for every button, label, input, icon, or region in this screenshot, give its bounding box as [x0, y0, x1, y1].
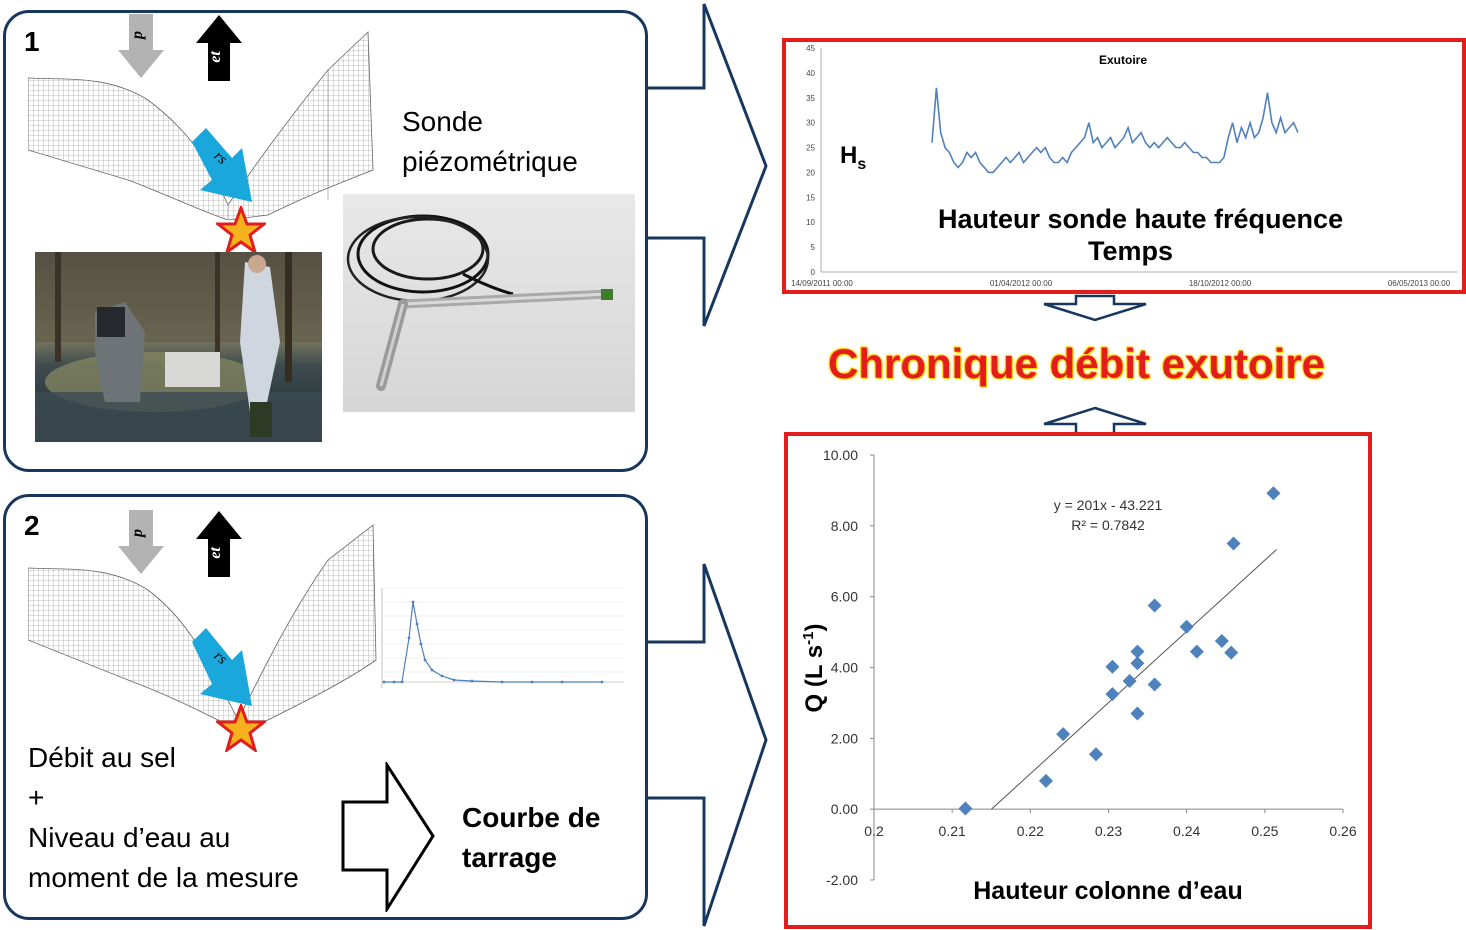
ts-x-tick-label: 18/10/2012 00:00	[1189, 279, 1252, 288]
sc-x-tick-label: 0.24	[1173, 823, 1200, 839]
ts-x-tick-label: 06/05/2013 00:00	[1388, 279, 1451, 288]
outlet-star-2	[216, 704, 266, 752]
runoff-arrow-1	[192, 128, 252, 202]
probe-label-line1: Sonde	[402, 106, 483, 137]
arrow-p-label-2: p	[129, 529, 146, 537]
sc-y-tick-label: 8.00	[831, 518, 858, 534]
ts-y-tick-label: 10	[806, 218, 815, 227]
panel2-text-line4: moment de la mesure	[28, 862, 299, 893]
center-title: Chronique débit exutoire	[828, 340, 1326, 387]
arrow-panel2-to-chart	[648, 563, 768, 927]
sc-x-tick-label: 0.26	[1329, 823, 1356, 839]
sc-point	[1226, 536, 1241, 551]
sc-y-tick-label: 4.00	[831, 660, 858, 676]
panel2-text-line1: Débit au sel	[28, 742, 176, 773]
ts-overlay-line1: Hauteur sonde haute fréquence	[938, 204, 1344, 234]
sc-y-tick-label: -2.00	[826, 872, 858, 888]
ts-x-tick-label: 01/04/2012 00:00	[990, 279, 1053, 288]
probe-label-line2: piézométrique	[402, 146, 578, 177]
panel-1-number: 1	[24, 26, 40, 57]
rating-curve-line1: Courbe de	[462, 802, 601, 833]
timeseries-chart-box	[782, 38, 1466, 294]
sc-point	[1105, 687, 1120, 702]
ts-y-tick-label: 45	[806, 44, 815, 53]
sc-point	[1056, 727, 1071, 742]
ts-y-tick-label: 30	[806, 119, 815, 128]
sc-y-tick-label: 6.00	[831, 589, 858, 605]
sc-equation: y = 201x - 43.221	[1054, 497, 1163, 513]
down-arrow-top	[1043, 294, 1147, 322]
sc-point	[1224, 645, 1239, 660]
panel-2-number: 2	[24, 510, 40, 541]
sc-point	[1189, 644, 1204, 659]
precipitation-arrow-2	[118, 510, 164, 574]
sc-y-tick-label: 0.00	[831, 801, 858, 817]
sc-x-tick-label: 0.21	[939, 823, 966, 839]
evapotranspiration-arrow-1	[196, 15, 242, 81]
panel2-text-line2: +	[28, 782, 45, 813]
sc-x-tick-label: 0.2	[864, 823, 884, 839]
sc-x-tick-label: 0.25	[1251, 823, 1278, 839]
sc-r2: R² = 0.7842	[1071, 517, 1145, 533]
panel2-right-arrow	[341, 762, 435, 912]
ts-y-tick-label: 40	[806, 69, 815, 78]
sc-point	[1130, 706, 1145, 721]
ts-y-tick-label: 5	[811, 243, 816, 252]
rating-curve-line2: tarrage	[462, 842, 557, 873]
sc-point	[1122, 673, 1137, 688]
sc-point	[958, 801, 973, 816]
probe-photo	[343, 194, 635, 412]
sc-y-tick-label: 10.00	[823, 447, 858, 463]
arrow-p-label-1: p	[129, 31, 146, 39]
timeseries-chart: 0 5 10 15 20 25 30 35 40 45 14/09/2011 00:00 01/04/…	[791, 44, 1458, 288]
sc-x-tick-label: 0.22	[1017, 823, 1044, 839]
scatter-chart-box	[784, 432, 1372, 929]
ts-x-tick-label: 14/09/2011 00:00	[791, 279, 853, 288]
sc-point	[1088, 747, 1103, 762]
sc-x-axis-label: Hauteur colonne d’eau	[973, 877, 1242, 905]
ts-series-line	[931, 87, 1299, 174]
sc-point	[1130, 656, 1145, 671]
sc-point	[1105, 659, 1120, 674]
ts-y-tick-label: 0	[811, 268, 816, 277]
runoff-arrow-2	[192, 628, 252, 706]
ts-y-tick-label: 25	[806, 144, 815, 153]
sc-point	[1147, 677, 1162, 692]
sc-x-tick-label: 0.23	[1095, 823, 1122, 839]
sc-y-axis-label: Q (L s-1)	[800, 624, 828, 713]
arrow-et-label-1: et	[206, 51, 224, 63]
ts-overlay-line2: Temps	[1088, 236, 1174, 266]
precipitation-arrow-1	[118, 14, 164, 78]
panel2-text-line3: Niveau d’eau au	[28, 822, 231, 853]
evapotranspiration-arrow-2	[196, 511, 242, 577]
ts-y-tick-label: 20	[806, 168, 815, 177]
rating-scatter-chart: -2.00 0.00 2.00 4.00 6.00 8.00 10.00 0.2 0.21 0.2…	[800, 447, 1357, 905]
sc-point	[1266, 486, 1281, 501]
outlet-star-1	[216, 206, 266, 254]
field-photo	[35, 252, 322, 442]
ts-y-tick-label: 35	[806, 94, 815, 103]
salt-dilution-thumbnail	[381, 587, 624, 688]
sc-point	[1214, 633, 1229, 648]
arrow-et-label-2: et	[206, 547, 224, 559]
ts-y-tick-label: 15	[806, 193, 815, 202]
hs-label: HsHs	[840, 142, 867, 173]
ts-chart-title: Exutoire	[1099, 53, 1147, 67]
sc-point	[1147, 598, 1162, 613]
sc-y-tick-label: 2.00	[831, 730, 858, 746]
sc-point	[1038, 773, 1053, 788]
sc-point	[1130, 644, 1145, 659]
sc-point	[1179, 619, 1194, 634]
arrow-panel1-to-chart	[648, 3, 768, 327]
watershed-mesh-1	[28, 31, 374, 220]
